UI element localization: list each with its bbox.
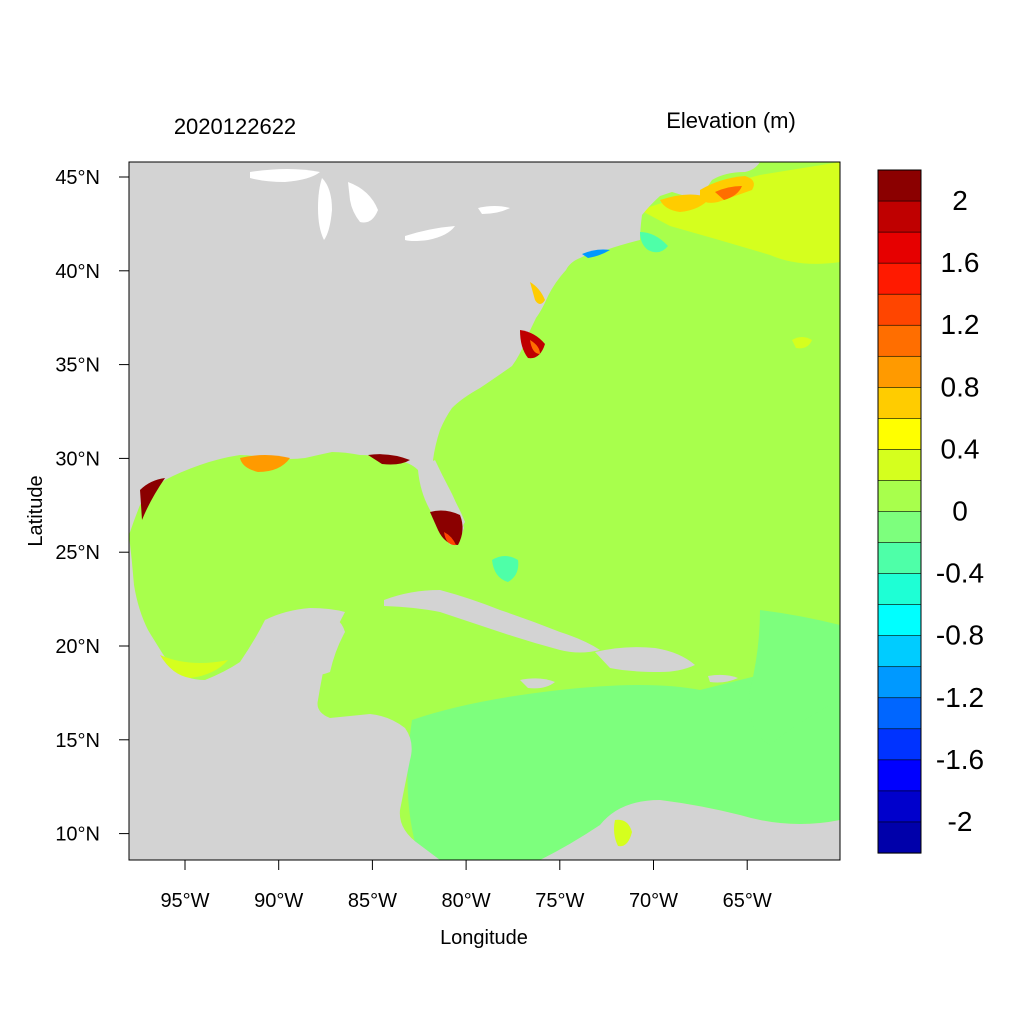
lake-erie [405, 226, 455, 241]
colorbar-segment [877, 728, 922, 761]
bahamas-negative [492, 556, 519, 582]
colorbar-frame [877, 169, 922, 854]
south-florida-tip [444, 532, 456, 546]
colorbar-segment [877, 635, 922, 668]
colorbar-segment [877, 821, 922, 854]
map-plot-area [129, 162, 840, 860]
cape-cod-negative [640, 232, 668, 253]
maracaibo-surge [614, 819, 632, 847]
south-florida-surge [430, 510, 463, 545]
lake-superior [250, 169, 320, 182]
lon-tick-label: 95°W [160, 890, 209, 912]
variable-label: Elevation (m) [666, 108, 796, 133]
lon-tick-label: 70°W [629, 890, 678, 912]
long-island-negative [582, 249, 610, 258]
lake-michigan [318, 178, 332, 240]
colorbar-segment [877, 759, 922, 792]
lon-tick-label: 65°W [723, 890, 772, 912]
jamaica-land [520, 678, 555, 689]
longitude-ticks: 95°W 90°W 85°W 80°W 75°W 70°W 65°W [160, 860, 772, 912]
surge-features [140, 176, 812, 847]
lat-tick-label: 15°N [55, 730, 100, 752]
colorbar-segment [877, 293, 922, 326]
south-america-land [540, 800, 840, 860]
bay-of-fundy-core [715, 186, 742, 200]
colorbar-segment [877, 666, 922, 699]
colorbar-label: 1.2 [941, 309, 980, 340]
y-axis-label: Latitude [25, 475, 47, 546]
colorbar-segment [877, 697, 922, 730]
lat-tick-label: 40°N [55, 261, 100, 283]
northeast-elevated-water [640, 162, 840, 264]
colorbar-label: 1.6 [941, 247, 980, 278]
colorbar-label: 0 [952, 496, 968, 527]
chesapeake-surge [530, 282, 545, 304]
colorbar-label: -1.2 [936, 682, 984, 713]
colorbar-label: -1.6 [936, 744, 984, 775]
lat-tick-label: 30°N [55, 448, 100, 470]
colorbar-label: 2 [952, 185, 968, 216]
lake-huron [348, 182, 378, 223]
colorbar-segment [877, 573, 922, 606]
colorbar-segment [877, 449, 922, 482]
colorbar-segment [877, 355, 922, 388]
texas-coast-surge [140, 478, 165, 520]
colorbar-label: 0.4 [941, 433, 980, 464]
colorbar-segment [877, 324, 922, 357]
lat-tick-label: 45°N [55, 167, 100, 189]
colorbar-segment [877, 231, 922, 264]
north-america-land [129, 162, 760, 545]
lat-tick-label: 20°N [55, 636, 100, 658]
colorbar-segment [877, 511, 922, 544]
colorbar-segment [877, 542, 922, 575]
yucatan-land [265, 612, 345, 676]
colorbar-segment [877, 790, 922, 823]
cuba-land [384, 590, 600, 653]
colorbar-segment [877, 480, 922, 513]
puerto-rico-land [708, 674, 738, 683]
great-lakes [250, 169, 510, 241]
latitude-ticks: 45°N 40°N 35°N 30°N 25°N 20°N 15°N 10°N [55, 167, 129, 846]
colorbar-segment [877, 200, 922, 233]
lon-tick-label: 75°W [535, 890, 584, 912]
lon-tick-label: 90°W [254, 890, 303, 912]
colorbar-label: -0.8 [936, 620, 984, 651]
atlantic-negative-water [749, 610, 840, 745]
colorbar-label: 0.8 [941, 371, 980, 402]
caribbean-basin-water [407, 660, 840, 860]
colorbar-label: -2 [948, 806, 973, 837]
landmass [129, 162, 840, 860]
lon-tick-label: 85°W [348, 890, 397, 912]
colorbar [877, 169, 922, 854]
lat-tick-label: 35°N [55, 355, 100, 377]
lat-tick-label: 25°N [55, 542, 100, 564]
colorbar-segment [877, 387, 922, 419]
offshore-eddy [792, 337, 812, 349]
plot-frame [128, 161, 841, 861]
big-bend-surge [368, 454, 410, 465]
mexico-central-america-land [129, 535, 440, 860]
lon-tick-label: 80°W [442, 890, 491, 912]
colorbar-segment [877, 604, 922, 637]
colorbar-segment [877, 418, 922, 451]
gulf-of-maine-surge [660, 194, 710, 212]
louisiana-surge [240, 455, 290, 472]
colorbar-segment [877, 169, 922, 202]
lat-tick-label: 10°N [55, 824, 100, 846]
colorbar-labels: 2 1.6 1.2 0.8 0.4 0 -0.4 -0.8 -1.2 -1.6 -2 [936, 185, 984, 837]
pamlico-core [530, 340, 540, 354]
mexico-coast-surge [160, 655, 228, 678]
colorbar-label: -0.4 [936, 558, 984, 589]
colorbar-segment [877, 262, 922, 295]
hispaniola-land [595, 647, 695, 672]
x-axis-label: Longitude [440, 927, 528, 949]
timestamp-label: 2020122622 [174, 114, 296, 139]
lake-ontario [478, 206, 510, 214]
